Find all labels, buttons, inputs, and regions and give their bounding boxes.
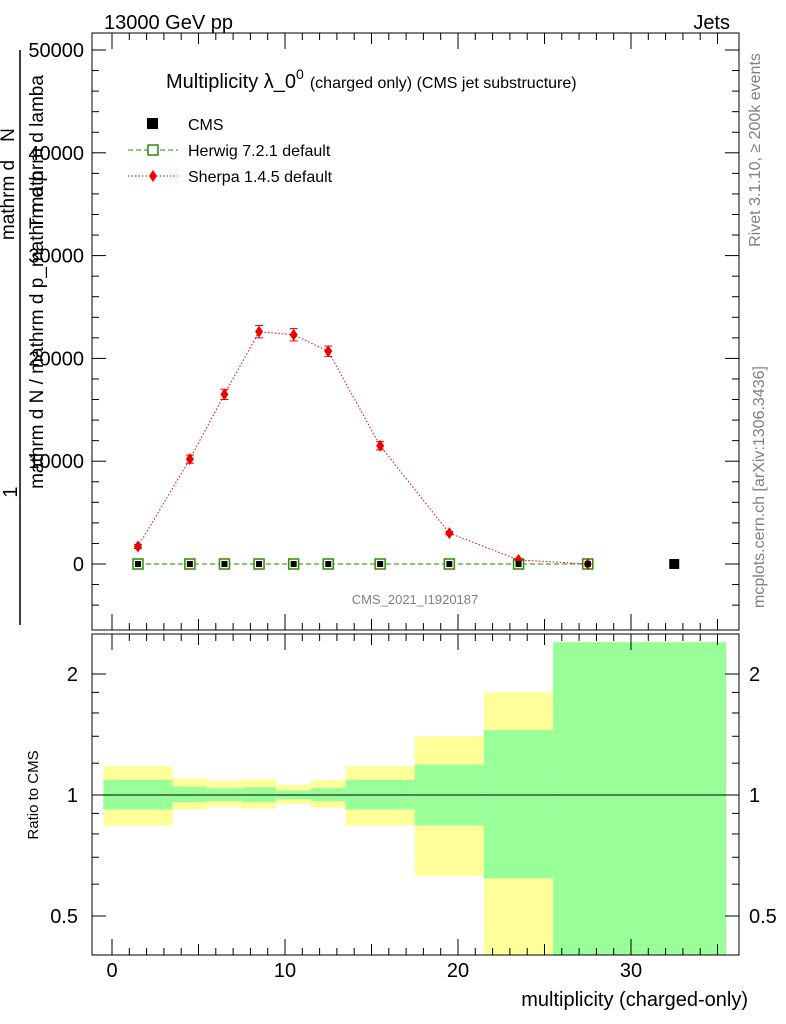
main-y-ticks: 0 10000 20000 30000 40000 50000	[28, 40, 739, 606]
main-ytick-label: 50000	[28, 40, 84, 62]
cms-point	[134, 561, 141, 567]
main-ytick-label: 0	[73, 554, 84, 576]
ratio-band-green	[483, 730, 554, 879]
legend: CMS Herwig 7.2.1 default Sherpa 1.4.5 de…	[128, 117, 333, 186]
sherpa-point	[324, 345, 333, 358]
main-x-ticks	[111, 33, 718, 630]
mcplots-label: mcplots.cern.ch [arXiv:1306.3436]	[751, 366, 768, 608]
main-ytick-label: 40000	[28, 143, 84, 165]
rivet-label: Rivet 3.1.10, ≥ 200k events	[747, 53, 764, 247]
plot-title-sup: 0	[296, 66, 304, 82]
xtick-label: 10	[274, 960, 296, 982]
sherpa-line	[137, 331, 588, 565]
main-frame	[91, 32, 740, 631]
plot-title: Multiplicity λ_00 (charged only) (CMS jet…	[166, 66, 577, 93]
main-ytick-label: 30000	[28, 246, 84, 268]
cms-point	[515, 561, 522, 567]
cms-point	[290, 561, 297, 567]
plot-title-main: Multiplicity λ_0	[166, 71, 296, 93]
ratio-ytick-label: 2	[67, 664, 78, 686]
ylabel-tail: T mathrm d lamba	[27, 75, 48, 229]
ylabel-n: N	[0, 128, 19, 142]
main-ytick-label: 10000	[28, 451, 84, 473]
herwig-series	[132, 558, 594, 570]
ratio-x-ticks: 0 10 20 30	[106, 634, 718, 982]
sherpa-point	[445, 527, 454, 540]
cms-point	[186, 561, 193, 567]
ratio-ytick-label: 1	[67, 785, 78, 807]
ylabel-denominator: mathrm d N / mathrm d p_mathrm d p	[27, 171, 48, 489]
cms-point	[325, 561, 332, 567]
sherpa-point	[185, 453, 194, 466]
legend-cms-marker	[147, 118, 158, 129]
ratio-band-green	[553, 642, 727, 955]
legend-herwig-label: Herwig 7.2.1 default	[188, 143, 331, 160]
cms-point	[256, 561, 263, 567]
ratio-ylabel: Ratio to CMS	[25, 750, 42, 839]
ylabel-numerator: mathrm d	[0, 160, 19, 240]
ratio-ytick-label-right: 1	[749, 785, 760, 807]
legend-sherpa-label: Sherpa 1.4.5 default	[188, 169, 333, 186]
ratio-band-green	[172, 786, 208, 803]
cms-series	[134, 559, 680, 569]
ratio-ytick-label-right: 2	[749, 664, 760, 686]
cms-point	[669, 559, 680, 569]
cms-point	[446, 561, 453, 567]
main-panel: 0 10000 20000 30000 40000 50000 CMS_2021_I192…	[28, 32, 740, 631]
plot-title-sub: (charged only) (CMS jet substructure)	[310, 75, 577, 92]
cms-point	[377, 561, 384, 567]
ratio-y-ticks: 0.5 0.5 1 1 2 2	[50, 664, 777, 956]
xtick-label: 0	[106, 960, 117, 982]
analysis-watermark: CMS_2021_I1920187	[352, 592, 479, 607]
header-right: Jets	[693, 12, 730, 34]
x-axis-label: multiplicity (charged-only)	[521, 989, 748, 1011]
ratio-ytick-label-right: 0.5	[749, 906, 777, 928]
sherpa-point	[289, 328, 298, 341]
ratio-bands	[103, 642, 727, 955]
xtick-label: 30	[620, 960, 642, 982]
xtick-label: 20	[447, 960, 469, 982]
ratio-panel: 0.5 0.5 1 1 2 2 0 10 20 30 Ratio to CMS multipli…	[25, 633, 777, 1011]
ratio-ytick-label: 0.5	[50, 906, 78, 928]
sherpa-point	[376, 439, 385, 452]
sherpa-point	[220, 388, 229, 401]
sherpa-point	[255, 325, 264, 338]
sherpa-point	[133, 540, 142, 553]
main-y-axis-label: 1 mathrm d N / mathrm d p_mathrm d p mat…	[0, 50, 48, 625]
main-ytick-label: 20000	[28, 348, 84, 370]
cms-point	[584, 561, 591, 567]
legend-herwig-marker	[147, 144, 159, 156]
legend-sherpa-marker	[149, 170, 157, 182]
header-left: 13000 GeV pp	[104, 12, 233, 34]
cms-point	[221, 561, 228, 567]
sherpa-series	[133, 325, 592, 570]
ylabel-one: 1	[0, 486, 22, 497]
legend-cms-label: CMS	[188, 117, 224, 134]
